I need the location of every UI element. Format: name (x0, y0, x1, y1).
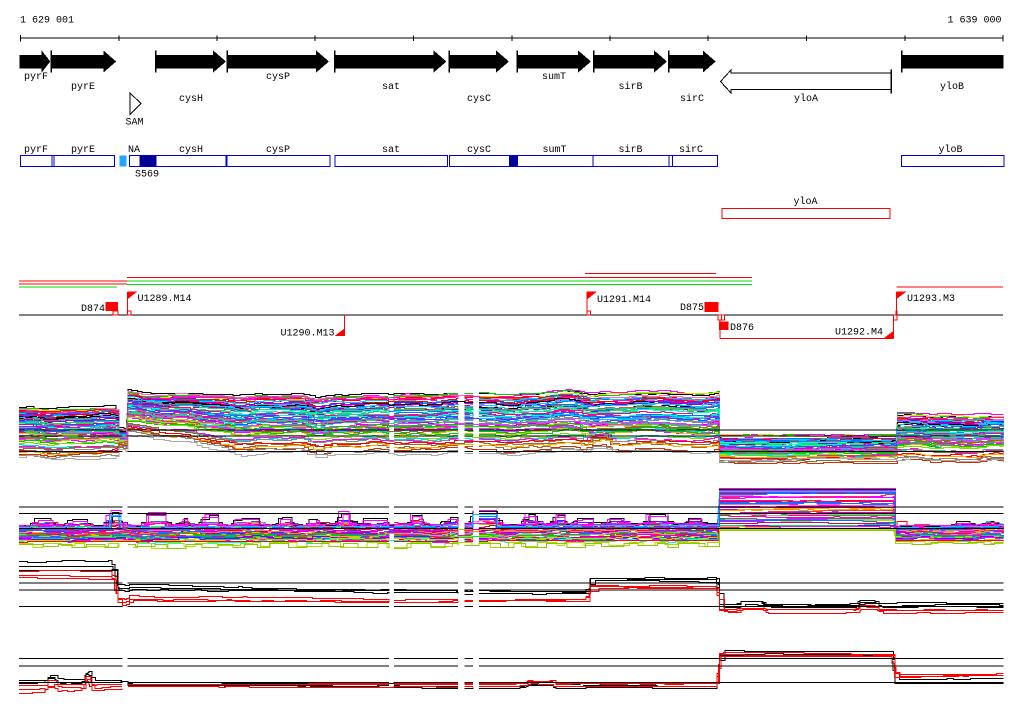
svg-text:U1290.M13: U1290.M13 (280, 329, 334, 340)
svg-text:S569: S569 (135, 170, 159, 181)
svg-text:yloA: yloA (793, 196, 817, 208)
svg-text:pyrF: pyrF (24, 72, 48, 83)
svg-text:cysC: cysC (467, 145, 491, 156)
svg-text:sirB: sirB (618, 144, 642, 156)
svg-text:sirB: sirB (618, 81, 642, 93)
svg-text:cysP: cysP (266, 72, 290, 83)
svg-text:yloB: yloB (938, 144, 962, 156)
svg-text:sat: sat (382, 82, 400, 93)
svg-text:sirC: sirC (679, 144, 703, 156)
svg-text:SAM: SAM (125, 118, 143, 129)
svg-text:yloB: yloB (940, 81, 964, 93)
svg-text:sirC: sirC (680, 93, 704, 105)
svg-text:cysP: cysP (266, 145, 290, 156)
svg-text:D876: D876 (730, 323, 754, 334)
svg-text:yloA: yloA (794, 93, 818, 105)
svg-text:cysH: cysH (179, 94, 203, 105)
svg-text:sat: sat (382, 145, 400, 156)
svg-text:cysH: cysH (179, 145, 203, 156)
svg-text:pyrE: pyrE (71, 145, 95, 156)
svg-text:sumT: sumT (542, 145, 566, 156)
svg-text:pyrF: pyrF (24, 145, 48, 156)
svg-text:U1292.M4: U1292.M4 (835, 328, 883, 339)
svg-text:D874: D874 (81, 304, 105, 315)
svg-text:U1293.M3: U1293.M3 (907, 294, 955, 305)
svg-text:D875: D875 (680, 303, 704, 314)
svg-text:sumT: sumT (542, 72, 566, 83)
svg-text:1 639 000: 1 639 000 (947, 16, 1001, 27)
svg-text:pyrE: pyrE (71, 82, 95, 93)
svg-text:cysC: cysC (467, 94, 491, 105)
svg-text:1 629 001: 1 629 001 (20, 16, 74, 27)
svg-text:NA: NA (128, 145, 140, 156)
svg-text:U1291.M14: U1291.M14 (597, 295, 651, 306)
svg-text:U1289.M14: U1289.M14 (138, 294, 192, 305)
